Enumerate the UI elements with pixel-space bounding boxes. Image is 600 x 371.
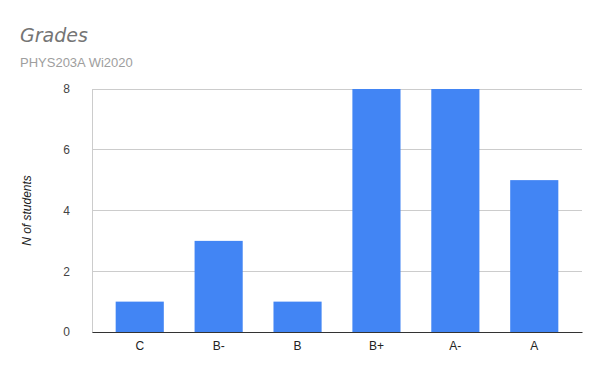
y-tick-label: 2: [63, 265, 70, 279]
subtitle: PHYS203A Wi2020: [20, 55, 133, 70]
title: Grades: [20, 24, 88, 46]
x-tick: B: [294, 339, 302, 353]
x-tick: A-: [449, 339, 461, 353]
bar: [195, 241, 243, 332]
bar: [352, 89, 400, 332]
bars: [116, 89, 559, 332]
x-tick: B-: [213, 339, 225, 353]
x-tick-label: B+: [369, 339, 384, 353]
y-tick-label: 6: [63, 143, 70, 157]
grid-line: [92, 210, 582, 211]
x-axis: C B- B B+ A- A: [93, 333, 583, 353]
y-tick-label: 8: [63, 82, 70, 96]
plot-area: 0 2 4 6 8 C B- B B+ A- A: [63, 82, 582, 352]
y-tick-label: 4: [63, 204, 70, 218]
bar: [510, 180, 558, 332]
y-axis: 0 2 4 6 8: [63, 82, 92, 339]
y-tick: 4: [63, 204, 92, 218]
y-axis-title: N of students: [20, 175, 34, 246]
x-axis-line: [93, 332, 583, 333]
grid-line: [92, 332, 582, 333]
y-tick: 6: [63, 143, 92, 157]
x-tick-label: A: [530, 339, 538, 353]
chart: Grades PHYS203A Wi2020 0 2 4 6 8 C B- B B+ A- A N of …: [0, 0, 600, 371]
y-tick: 8: [63, 82, 92, 96]
grid: [92, 89, 582, 332]
y-tick: 0: [63, 325, 92, 339]
grid-line: [92, 89, 582, 90]
x-tick: C: [135, 339, 144, 353]
grid-line: [92, 271, 582, 272]
x-tick-label: A-: [449, 339, 461, 353]
bar: [116, 302, 164, 332]
x-tick: A: [530, 339, 538, 353]
y-axis-line: [92, 90, 93, 333]
bar: [273, 302, 321, 332]
x-tick-label: C: [135, 339, 144, 353]
y-tick: 2: [63, 265, 92, 279]
x-tick-label: B-: [213, 339, 225, 353]
y-tick-label: 0: [63, 325, 70, 339]
bar: [431, 89, 479, 332]
x-tick: B+: [369, 339, 384, 353]
grid-line: [92, 149, 582, 150]
x-tick-label: B: [294, 339, 302, 353]
